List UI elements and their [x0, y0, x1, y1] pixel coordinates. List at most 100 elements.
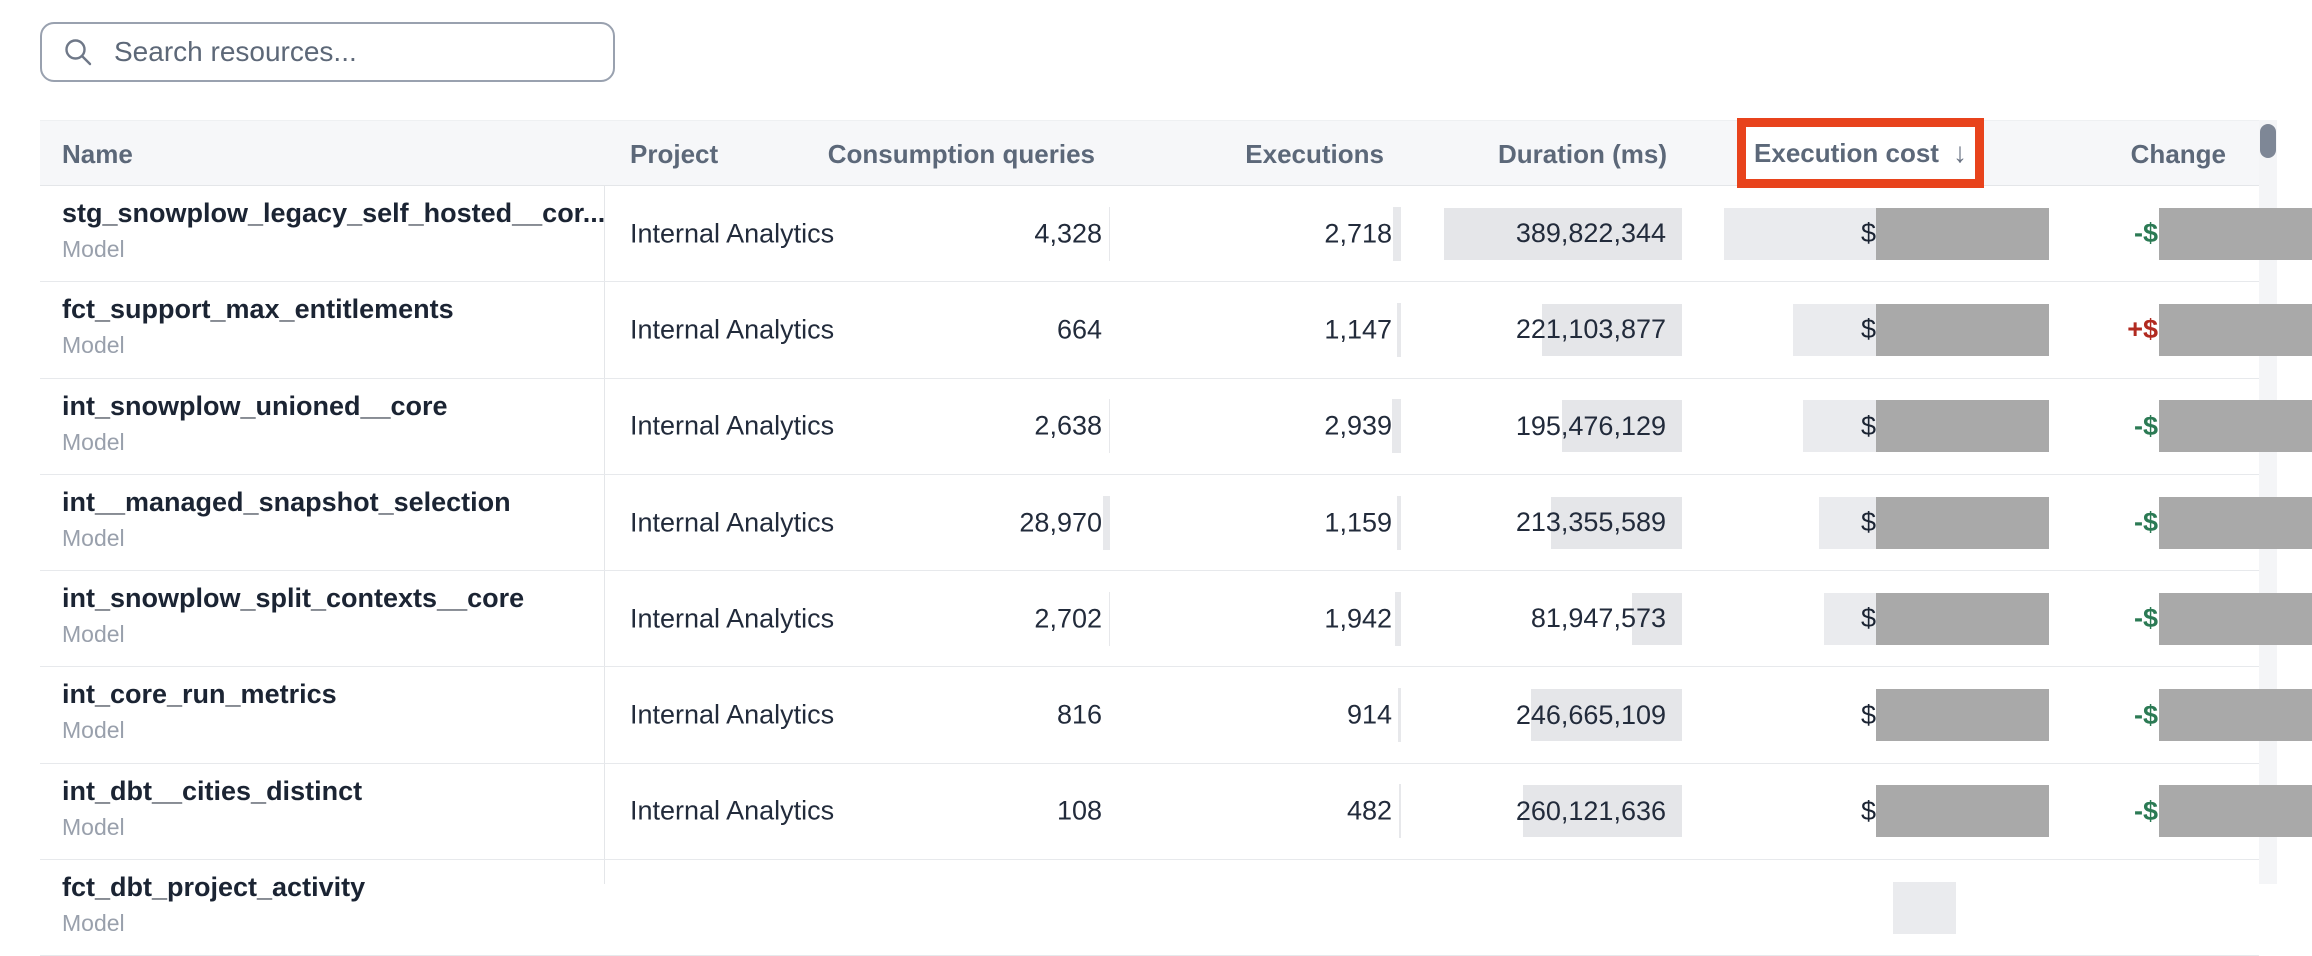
executions-bar [1393, 206, 1401, 261]
resource-name-cell: int_snowplow_unioned__core Model [62, 391, 448, 456]
project-cell: Internal Analytics [630, 410, 835, 441]
execution-cost-bar [1792, 303, 1881, 356]
consumption-queries-value: 4,328 [1034, 218, 1102, 249]
change-redaction-block [2159, 785, 2312, 838]
resource-name-link[interactable]: int_core_run_metrics [62, 679, 337, 710]
project-cell: Internal Analytics [630, 507, 835, 538]
vertical-scrollbar-thumb[interactable] [2260, 124, 2276, 158]
resource-type-label: Model [62, 524, 125, 551]
duration-cell: 213,355,589 [1516, 496, 1682, 549]
executions-bar [1399, 784, 1401, 839]
execution-cost-cell: $ [1802, 400, 2049, 453]
duration-cell: 389,822,344 [1444, 207, 1682, 260]
change-sign: -$ [2133, 410, 2158, 441]
table-row[interactable]: int__managed_snapshot_selection Model In… [40, 475, 2312, 572]
resource-name-link[interactable]: int_snowplow_split_contexts__core [62, 583, 525, 614]
duration-value: 260,121,636 [1515, 795, 1666, 826]
execution-cost-currency: $ [1860, 603, 1876, 634]
column-header-execution-cost[interactable]: Execution cost [1754, 137, 1939, 168]
execution-cost-currency: $ [1860, 507, 1876, 538]
execution-cost-cell: $ [1861, 785, 2049, 838]
change-cell: -$ [2133, 689, 2312, 742]
resource-name-link[interactable]: fct_dbt_project_activity [62, 872, 366, 903]
duration-value: 81,947,573 [1530, 603, 1666, 634]
execution-cost-cell: $ [1792, 303, 2049, 356]
change-cell: -$ [2134, 207, 2312, 260]
table-row[interactable]: fct_dbt_project_activity Model [40, 860, 2259, 956]
search-box[interactable] [40, 22, 615, 82]
consumption-queries-bar [1103, 495, 1110, 550]
execution-cost-cell: $ [1723, 207, 2049, 260]
change-redaction-block [2159, 496, 2312, 549]
column-header-consumption-queries[interactable]: Consumption queries [827, 138, 1095, 169]
project-cell: Internal Analytics [630, 699, 835, 730]
duration-bar [1531, 689, 1682, 742]
column-header-project[interactable]: Project [630, 138, 719, 169]
execution-cost-currency: $ [1860, 314, 1876, 345]
duration-value: 389,822,344 [1515, 218, 1666, 249]
execution-cost-bar [1823, 592, 1881, 645]
resource-name-link[interactable]: int_dbt__cities_distinct [62, 775, 363, 806]
resource-name-link[interactable]: int_snowplow_unioned__core [62, 390, 448, 421]
execution-cost-redaction-block [1876, 400, 2049, 453]
column-header-change[interactable]: Change [2130, 138, 2226, 169]
resource-name-cell: int_snowplow_split_contexts__core Model [62, 583, 524, 648]
change-sign: -$ [2133, 699, 2158, 730]
consumption-queries-value: 28,970 [1019, 507, 1102, 538]
execution-cost-currency: $ [1860, 410, 1876, 441]
resource-type-label: Model [62, 717, 125, 744]
consumption-queries-value: 108 [1056, 795, 1102, 826]
table-row[interactable]: int_snowplow_unioned__core Model Interna… [40, 379, 2312, 475]
change-sign: -$ [2133, 795, 2158, 826]
table-row[interactable]: int_dbt__cities_distinct Model Internal … [40, 764, 2312, 861]
resource-name-link[interactable]: int__managed_snapshot_selection [62, 486, 511, 517]
change-sign: -$ [2133, 603, 2158, 634]
change-redaction-block [2159, 689, 2312, 742]
resource-type-label: Model [62, 428, 125, 455]
resource-name-cell: fct_dbt_project_activity Model [62, 872, 365, 937]
table-row[interactable]: stg_snowplow_legacy_self_hosted__cor... … [40, 186, 2312, 283]
duration-bar [1523, 785, 1682, 838]
resource-name-cell: stg_snowplow_legacy_self_hosted__cor... … [62, 198, 605, 263]
change-redaction-block [2159, 207, 2312, 260]
resource-name-link[interactable]: fct_support_max_entitlements [62, 294, 454, 325]
name-column-divider [604, 120, 605, 884]
search-icon [62, 36, 94, 68]
resource-name-cell: int_core_run_metrics Model [62, 679, 337, 744]
duration-value: 195,476,129 [1515, 410, 1666, 441]
execution-cost-redaction-block [1876, 496, 2049, 549]
column-header-name[interactable]: Name [62, 138, 133, 169]
consumption-queries-value: 2,638 [1034, 410, 1102, 441]
table-row[interactable]: int_snowplow_split_contexts__core Model … [40, 571, 2312, 668]
resource-name-link[interactable]: stg_snowplow_legacy_self_hosted__cor... [62, 198, 606, 228]
execution-cost-bar [1802, 400, 1881, 453]
change-cell: -$ [2133, 785, 2312, 838]
duration-cell: 81,947,573 [1530, 592, 1682, 645]
change-cell: -$ [2133, 592, 2312, 645]
project-cell: Internal Analytics [630, 218, 835, 249]
column-header-executions[interactable]: Executions [1245, 138, 1384, 169]
change-cell: -$ [2134, 496, 2312, 549]
column-header-duration[interactable]: Duration (ms) [1498, 138, 1667, 169]
execution-cost-currency: $ [1860, 218, 1876, 249]
consumption-queries-value: 816 [1056, 699, 1102, 730]
project-cell: Internal Analytics [630, 603, 835, 634]
executions-bar [1392, 399, 1401, 454]
execution-cost-currency: $ [1860, 699, 1876, 730]
duration-bar [1444, 207, 1682, 260]
executions-bar [1397, 302, 1401, 357]
table-row[interactable]: int_core_run_metrics Model Internal Anal… [40, 667, 2312, 764]
executions-value: 914 [1346, 699, 1392, 730]
search-input[interactable] [112, 35, 593, 69]
execution-cost-redaction-block [1876, 207, 2049, 260]
execution-cost-redaction-block [1876, 689, 2049, 742]
resource-type-label: Model [62, 813, 125, 840]
executions-value: 482 [1346, 795, 1392, 826]
execution-cost-bar [1818, 496, 1881, 549]
duration-bar [1542, 303, 1682, 356]
project-cell: Internal Analytics [630, 795, 835, 826]
execution-cost-cell: $ [1860, 689, 2049, 742]
table-row[interactable]: fct_support_max_entitlements Model Inter… [40, 282, 2312, 379]
execution-cost-bar [1723, 207, 1881, 260]
consumption-queries-bar [1109, 591, 1110, 646]
